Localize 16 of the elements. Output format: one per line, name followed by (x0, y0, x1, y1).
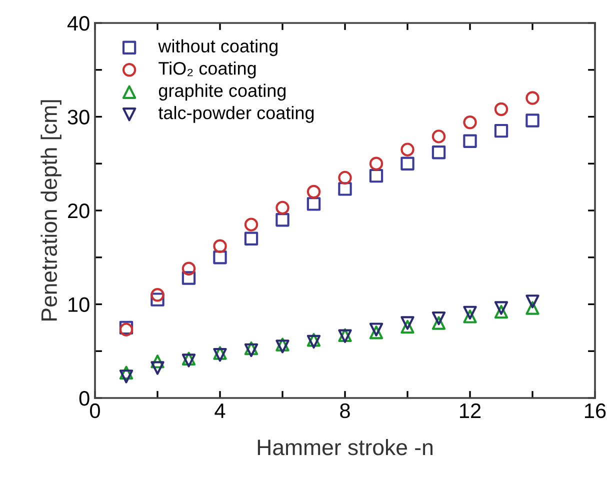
y-tick-label: 0 (79, 391, 90, 406)
y-tick-label: 30 (68, 110, 90, 125)
legend-label: without coating (158, 39, 278, 56)
legend-label: graphite coating (158, 84, 286, 101)
x-tick-label: 0 (90, 403, 100, 418)
x-tick-label: 8 (340, 403, 350, 418)
x-tick-label: 16 (585, 403, 606, 418)
y-tick-label: 20 (68, 204, 90, 218)
legend-label: TiO₂ coating (158, 62, 256, 78)
x-tick-label: 12 (460, 403, 481, 418)
y-tick-label: 40 (67, 16, 90, 31)
x-tick-label: 4 (214, 404, 226, 418)
x-axis-title: Hammer stroke -n (258, 438, 432, 456)
y-axis-title: Penetration depth [cm] (40, 100, 62, 320)
y-tick-label: 10 (68, 297, 90, 312)
legend-label: talc-powder coating (158, 106, 314, 123)
